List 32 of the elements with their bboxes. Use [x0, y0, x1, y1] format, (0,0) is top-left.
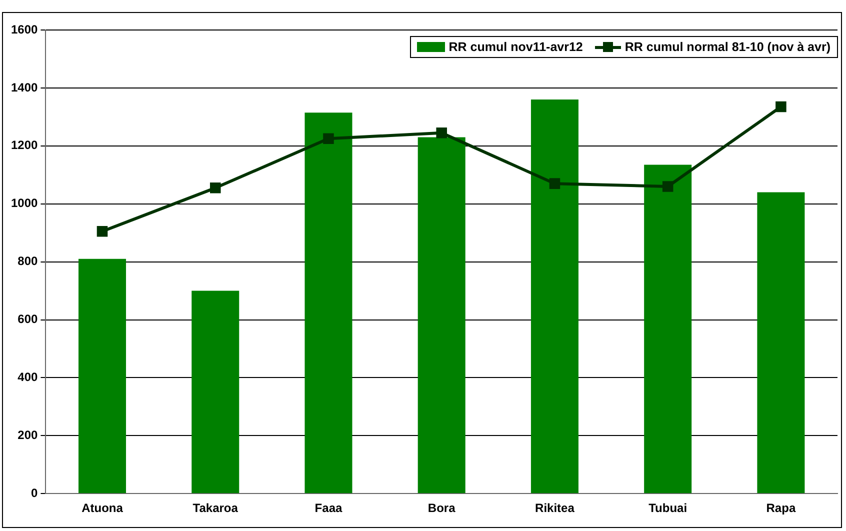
- bar: [304, 112, 352, 494]
- bar: [530, 100, 578, 494]
- y-tick-label: 1400: [10, 80, 38, 94]
- bar: [78, 258, 126, 494]
- legend-label: RR cumul nov11-avr12: [448, 40, 583, 54]
- x-tick-label: Bora: [428, 501, 456, 516]
- bar: [418, 137, 466, 494]
- y-tick-label: 1200: [10, 138, 38, 152]
- point: [210, 182, 221, 194]
- point: [96, 226, 108, 237]
- x-tick-label: Rapa: [766, 501, 796, 516]
- point: [776, 101, 786, 112]
- point: [323, 133, 334, 144]
- x-tick-label: Tubuai: [648, 501, 688, 516]
- point: [662, 181, 674, 192]
- bar: [757, 192, 805, 494]
- x-tick-label: Takaroa: [192, 501, 238, 516]
- point: [436, 127, 447, 138]
- y-tick-label: 600: [18, 312, 38, 326]
- x-tick-label: Faaa: [314, 501, 342, 516]
- legend-label: RR cumul normal 81-10 (nov à avr): [624, 40, 830, 54]
- point: [549, 178, 560, 189]
- bar: [192, 290, 240, 494]
- x-tick-label: Atuona: [82, 501, 124, 516]
- y-tick-label: 800: [18, 254, 38, 268]
- y-tick-label: 1600: [10, 22, 38, 36]
- y-tick-label: 400: [18, 370, 38, 384]
- y-tick-label: 1000: [10, 196, 38, 210]
- y-tick-label: 200: [18, 428, 38, 442]
- x-tick-label: Rikitea: [535, 501, 575, 516]
- bar: [644, 164, 692, 494]
- y-tick-label: 0: [31, 486, 38, 500]
